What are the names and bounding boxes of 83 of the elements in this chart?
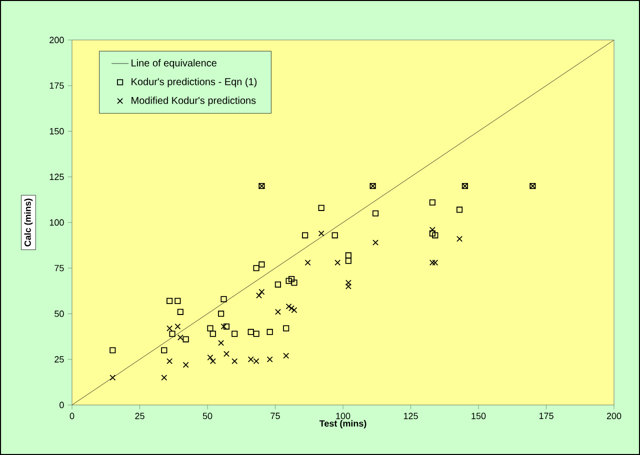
x-tick-label: 100 [336,412,350,420]
point [283,325,290,332]
point [274,281,282,288]
point [258,261,265,268]
x-tick-label: 150 [472,412,486,420]
point [345,280,352,286]
x-tick-label: 125 [404,412,418,420]
point [429,230,436,236]
point [248,328,254,336]
y-tick-label: 75 [54,264,64,272]
point [110,347,116,354]
y-tick-label: 125 [50,174,64,180]
point [302,232,308,238]
point [232,330,238,337]
point [456,206,463,213]
point [288,276,295,282]
point [161,347,168,354]
point [286,278,292,284]
x-tick-label: 25 [135,412,144,420]
point [318,204,324,211]
x-tick-label: 0 [70,412,74,420]
point [332,232,338,238]
point [161,374,168,381]
point [429,199,436,206]
point [210,358,216,364]
point [345,283,352,290]
point [253,265,260,272]
point [223,350,230,357]
point [220,324,227,330]
point [218,340,224,346]
point [286,303,292,310]
point [283,352,290,359]
point [372,240,379,246]
y-tick-label: 25 [54,356,64,363]
point [253,330,260,337]
point [166,358,173,364]
y-tick-label: 175 [50,82,64,89]
x-tick-label: 75 [270,412,280,420]
point [456,236,463,242]
x-tick-label: 175 [539,412,554,420]
point [345,258,352,264]
x-tick-label: 50 [202,412,212,420]
y-tick-label: 100 [50,219,64,226]
point [258,288,265,295]
point [256,292,262,298]
point [304,260,311,266]
point [207,354,214,361]
point [372,210,379,216]
legend-label: Kodur's predictions - Eqn (1) [132,78,257,88]
y-tick-label: 0 [60,402,64,408]
y-tick-label: 50 [54,310,64,317]
y-axis-title: Calc (mins) [24,198,33,246]
point [207,325,214,332]
point [210,330,216,337]
point [182,362,189,368]
x-tick-label: 200 [606,412,622,420]
point [169,330,176,337]
point [166,298,173,304]
point [291,280,298,286]
point [220,296,227,302]
point [345,252,352,258]
point [429,260,436,266]
point [318,230,324,236]
point [232,358,238,364]
legend-label: Modified Kodur's predictions [132,96,256,106]
point [291,307,298,314]
point [218,310,224,317]
y-tick-label: 200 [50,36,64,44]
point [266,328,273,336]
point [174,298,181,304]
point [223,323,230,330]
point [110,374,116,381]
point [166,325,173,332]
legend-label: Line of equivalence [132,59,216,68]
point [174,324,181,330]
point [274,308,281,315]
point [177,308,184,315]
point [432,232,438,238]
point [432,260,438,266]
point [266,356,273,362]
y-tick-label: 150 [50,128,64,134]
point [334,260,341,266]
x-axis-title: Test (mins) [319,420,366,428]
